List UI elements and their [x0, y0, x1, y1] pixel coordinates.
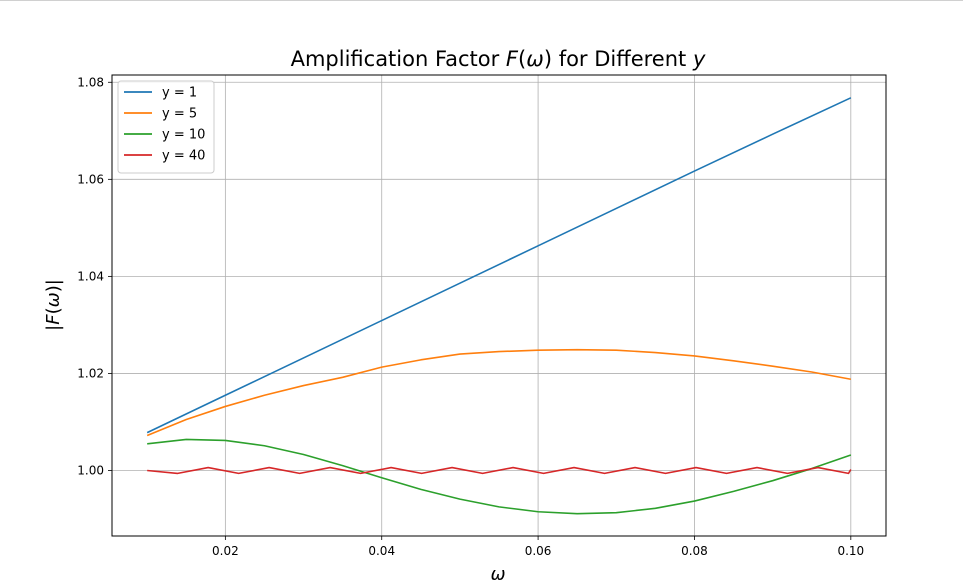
grid-lines	[112, 75, 886, 536]
x-tick-label: 0.04	[368, 544, 395, 558]
series-line-2	[146, 348, 851, 437]
ylabel-func: F	[43, 314, 64, 325]
x-tick-label: 0.06	[525, 544, 552, 558]
legend-label: y = 1	[162, 86, 197, 101]
title-var: y	[692, 47, 706, 71]
legend: y = 1 y = 5 y = 10 y = 40	[117, 80, 215, 174]
legend-label: y = 40	[162, 149, 205, 164]
y-tick-label: 1.06	[77, 172, 104, 186]
x-tick-label: 0.10	[837, 544, 864, 558]
ylabel-close: )	[43, 285, 64, 292]
legend-box	[117, 80, 215, 174]
y-tick-label: 1.04	[77, 269, 104, 283]
ylabel-bar-left: |	[43, 325, 64, 331]
title-middle: for Different	[552, 47, 693, 71]
title-prefix: Amplification Factor	[291, 47, 506, 71]
x-tick-label: 0.08	[681, 544, 708, 558]
ylabel-bar-right: |	[43, 279, 64, 285]
legend-label: y = 5	[162, 107, 197, 122]
window-top-border	[0, 0, 963, 1]
plot-area-frame	[111, 74, 887, 537]
title-close: )	[544, 47, 552, 71]
title-func: F	[506, 47, 519, 71]
series-line-3	[147, 438, 852, 515]
legend-label: y = 10	[162, 128, 205, 143]
y-tick-label: 1.02	[77, 366, 104, 380]
x-tick-label: 0.02	[212, 544, 239, 558]
title-omega: ω	[526, 47, 544, 71]
y-tick-label: 1.00	[77, 463, 104, 477]
chart-title: Amplification Factor F(ω) for Different …	[291, 47, 706, 71]
axis-ticks: 0.02 0.04 0.06 0.08 0.10 1.00 1.02 1.04 1.06 1.08	[77, 75, 864, 558]
ylabel-open: (	[43, 307, 64, 314]
ylabel-omega: ω	[43, 292, 64, 307]
series-line-1	[146, 97, 852, 434]
y-axis-label: |F(ω)|	[43, 279, 64, 331]
y-tick-label: 1.08	[77, 75, 104, 89]
series-line-4	[147, 466, 852, 475]
series-lines	[146, 97, 852, 515]
title-open: (	[518, 47, 526, 71]
x-axis-label: ω	[490, 564, 505, 585]
